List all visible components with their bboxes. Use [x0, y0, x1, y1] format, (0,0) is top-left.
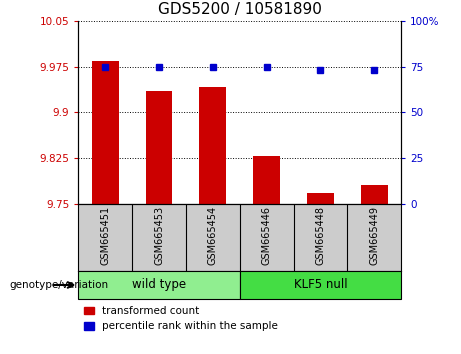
Legend: transformed count, percentile rank within the sample: transformed count, percentile rank withi…	[83, 306, 278, 331]
Text: GSM665454: GSM665454	[208, 206, 218, 265]
Bar	[92, 61, 118, 204]
Text: wild type: wild type	[132, 279, 186, 291]
Bar	[361, 185, 388, 204]
Text: GSM665448: GSM665448	[315, 206, 325, 264]
Title: GDS5200 / 10581890: GDS5200 / 10581890	[158, 2, 322, 17]
Bar	[146, 91, 172, 204]
Bar	[78, 271, 240, 299]
Text: genotype/variation: genotype/variation	[9, 280, 108, 290]
Bar	[307, 193, 334, 204]
Bar	[253, 156, 280, 204]
Text: KLF5 null: KLF5 null	[294, 279, 347, 291]
Text: GSM665453: GSM665453	[154, 206, 164, 265]
Text: GSM665451: GSM665451	[100, 206, 110, 265]
Text: GSM665446: GSM665446	[261, 206, 272, 264]
Bar	[199, 87, 226, 204]
Text: GSM665449: GSM665449	[369, 206, 379, 264]
Bar	[240, 271, 401, 299]
